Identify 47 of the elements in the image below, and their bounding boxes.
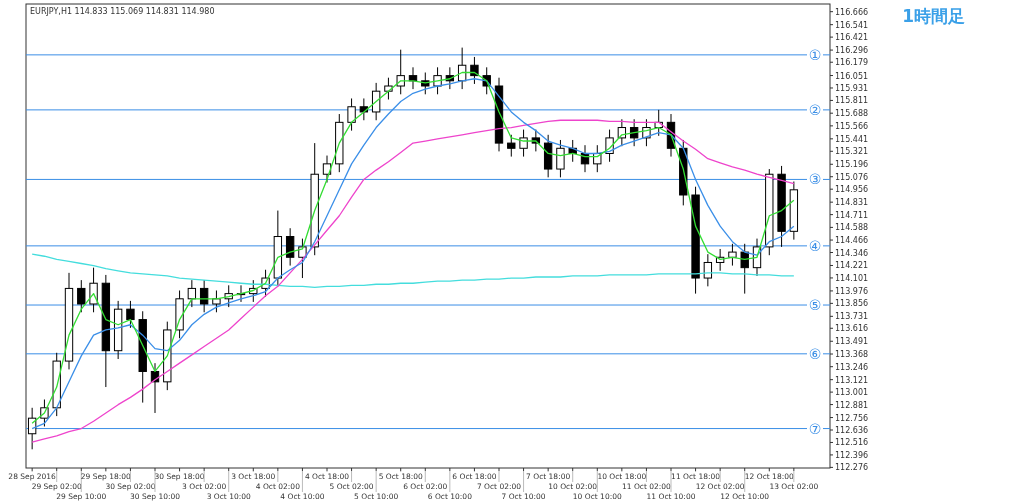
ref-line-label: ⑦: [808, 420, 822, 437]
y-tick-label: 114.956: [835, 185, 869, 195]
y-tick-label: 115.688: [835, 109, 869, 119]
y-tick-label: 114.588: [835, 223, 869, 233]
y-tick-label: 113.976: [835, 286, 869, 296]
y-tick-label: 115.196: [835, 160, 869, 170]
y-tick-label: 116.051: [835, 71, 869, 81]
y-tick-label: 115.321: [835, 147, 869, 157]
y-tick-label: 115.441: [835, 134, 869, 144]
y-tick-label: 112.516: [835, 438, 869, 448]
y-tick-label: 114.711: [835, 210, 869, 220]
y-tick-label: 116.541: [835, 20, 869, 30]
y-tick-label: 113.731: [835, 312, 869, 322]
ref-line-label: ①: [808, 46, 822, 63]
y-tick-label: 113.616: [835, 324, 869, 334]
y-tick-label: 113.121: [835, 375, 869, 385]
y-tick-label: 112.636: [835, 426, 869, 436]
y-tick-label: 114.346: [835, 248, 869, 258]
y-tick-label: 112.881: [835, 400, 869, 410]
y-tick-label: 114.101: [835, 273, 869, 283]
y-tick-label: 116.421: [835, 33, 869, 43]
y-tick-label: 113.856: [835, 299, 869, 309]
ref-line-label: ②: [808, 101, 822, 118]
y-tick-label: 116.179: [835, 58, 869, 68]
y-tick-label: 113.491: [835, 337, 869, 347]
y-tick-label: 113.368: [835, 350, 869, 360]
y-tick-label: 112.396: [835, 450, 869, 460]
ref-line-label: ④: [808, 237, 822, 254]
y-tick-label: 113.246: [835, 362, 869, 372]
ref-line-label: ③: [808, 171, 822, 188]
y-tick-label: 114.466: [835, 236, 869, 246]
y-tick-label: 115.931: [835, 83, 869, 93]
ref-line-label: ⑥: [808, 345, 822, 362]
y-tick-label: 116.296: [835, 46, 869, 56]
y-tick-label: 114.221: [835, 261, 869, 271]
y-tick-label: 113.001: [835, 388, 869, 398]
y-tick-label: 115.811: [835, 96, 869, 106]
y-tick-label: 116.666: [835, 7, 869, 17]
y-tick-label: 112.756: [835, 413, 869, 423]
text: 1時間足: [902, 6, 965, 26]
y-tick-label: 112.276: [835, 463, 869, 473]
y-tick-label: 115.076: [835, 172, 869, 182]
chart-subtitle: EURJPY,H1 114.833 115.069 114.831 114.980: [30, 7, 215, 16]
line-series: [31, 253, 795, 289]
y-tick-label: 114.831: [835, 198, 869, 208]
y-tick-label: 115.566: [835, 121, 869, 131]
ref-line-label: ⑤: [808, 297, 822, 314]
